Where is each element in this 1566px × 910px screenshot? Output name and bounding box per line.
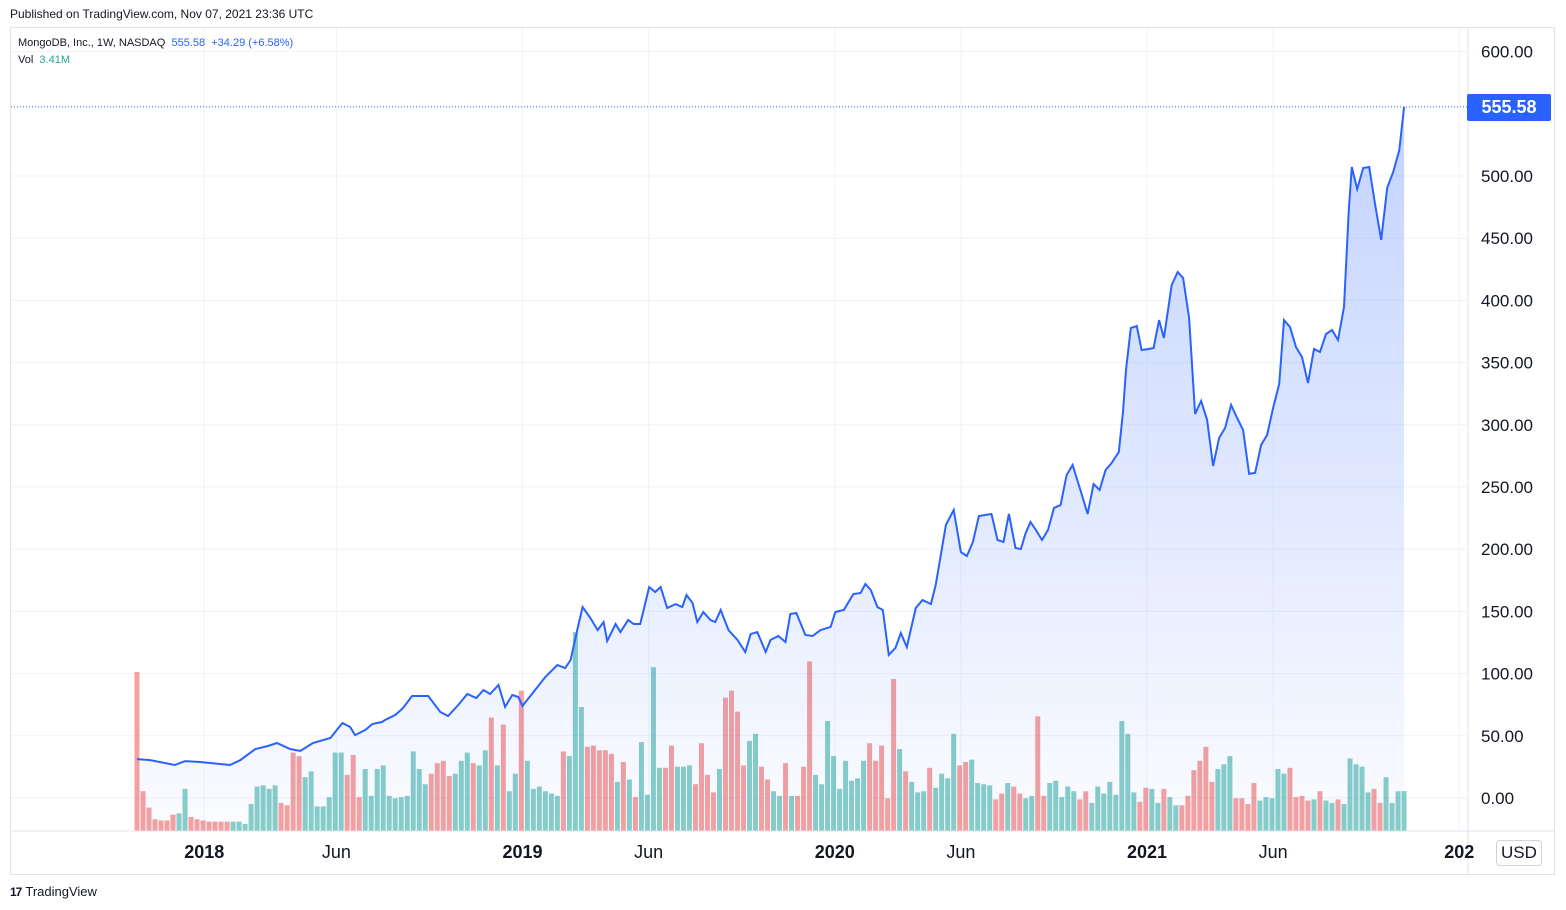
tradingview-logo-icon[interactable]: 17	[10, 884, 22, 899]
symbol-info[interactable]: MongoDB, Inc., 1W, NASDAQ	[18, 37, 166, 49]
price-tick-label: 350.00	[1481, 354, 1533, 373]
time-tick-label: Jun	[322, 842, 351, 862]
price-tick-label: 100.00	[1481, 665, 1533, 684]
volume-label[interactable]: Vol	[18, 54, 34, 66]
symbol-row: MongoDB, Inc., 1W, NASDAQ 555.58 +34.29 …	[18, 35, 293, 52]
volume-bar	[134, 671, 140, 831]
price-area	[137, 106, 1405, 831]
time-tick-label: 2021	[1127, 842, 1167, 862]
price-tick-label: 500.00	[1481, 167, 1533, 186]
price-tick-label: 0.00	[1481, 789, 1514, 808]
published-note: Published on TradingView.com, Nov 07, 20…	[10, 7, 314, 21]
chart-frame	[10, 27, 1555, 875]
price-line[interactable]	[136, 106, 1406, 767]
volume-value: 3.41M	[39, 54, 70, 66]
price-tick-label: 150.00	[1481, 602, 1533, 621]
legend-change: +34.29 (+6.58%)	[211, 37, 294, 49]
currency-button[interactable]: USD	[1496, 840, 1542, 866]
time-tick-label: 2020	[815, 842, 855, 862]
chart-legend: MongoDB, Inc., 1W, NASDAQ 555.58 +34.29 …	[18, 35, 293, 69]
volume-row: Vol 3.41M	[18, 52, 293, 69]
time-tick-label: 2018	[184, 842, 224, 862]
footer: 17 TradingView	[10, 884, 97, 899]
time-tick-label: 202	[1444, 842, 1474, 862]
price-tick-label: 50.00	[1481, 727, 1524, 746]
brand-name[interactable]: TradingView	[25, 884, 97, 899]
time-tick-label: Jun	[634, 842, 663, 862]
price-tick-label: 250.00	[1481, 478, 1533, 497]
legend-price: 555.58	[171, 37, 206, 49]
price-tick-label: 600.00	[1481, 43, 1533, 62]
last-price-label: 555.58	[1467, 94, 1551, 121]
price-tick-label: 400.00	[1481, 291, 1533, 310]
time-tick-label: 2019	[502, 842, 542, 862]
time-tick-label: Jun	[946, 842, 975, 862]
price-tick-label: 300.00	[1481, 416, 1533, 435]
price-tick-label: 200.00	[1481, 540, 1533, 559]
price-tick-label: 450.00	[1481, 229, 1533, 248]
time-tick-label: Jun	[1259, 842, 1288, 862]
